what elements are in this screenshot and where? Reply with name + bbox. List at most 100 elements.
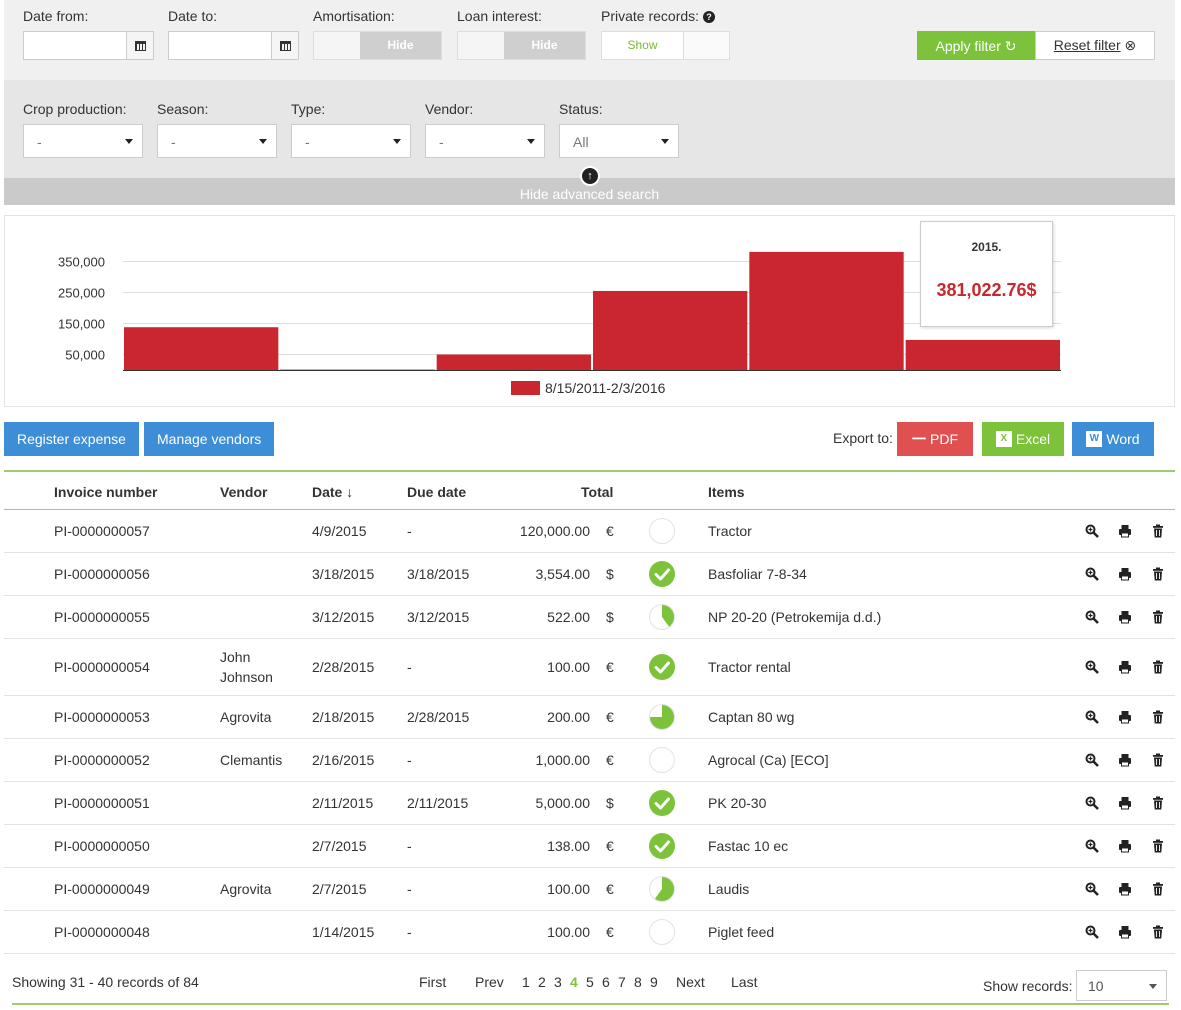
table-row[interactable]: PI-0000000048 1/14/2015 - 100.00 € Piglet fee…	[4, 911, 1175, 954]
print-icon[interactable]	[1118, 710, 1132, 724]
date-to-input[interactable]	[168, 31, 299, 60]
print-icon[interactable]	[1118, 610, 1132, 624]
word-icon: W	[1086, 431, 1103, 447]
date-from-calendar-button[interactable]	[126, 32, 153, 59]
col-invoice-number[interactable]: Invoice number	[54, 484, 158, 500]
page-link[interactable]: 5	[586, 974, 594, 990]
col-date[interactable]: Date ↓	[312, 484, 354, 500]
vendor-select[interactable]: -	[425, 124, 545, 158]
help-icon[interactable]: ?	[703, 11, 716, 23]
page-link[interactable]: 6	[602, 974, 610, 990]
invoice-date: 1/14/2015	[312, 924, 375, 940]
print-icon[interactable]	[1118, 882, 1132, 896]
arrow-up-icon[interactable]: ↑	[580, 166, 600, 186]
export-excel-button[interactable]: X Excel	[982, 422, 1064, 456]
paid-check-icon	[649, 790, 675, 816]
trash-icon[interactable]	[1151, 882, 1165, 896]
page-last-link[interactable]: Last	[731, 974, 758, 990]
table-row[interactable]: PI-0000000055 3/12/2015 3/12/2015 522.00 $ NP…	[4, 596, 1175, 639]
page-link[interactable]: 1	[522, 974, 530, 990]
col-total[interactable]: Total	[581, 484, 614, 500]
page-prev-link[interactable]: Prev	[475, 974, 504, 990]
crop-production-select[interactable]: -	[23, 124, 143, 158]
zoom-icon[interactable]	[1085, 710, 1099, 724]
apply-filter-button[interactable]: Apply filter ↻	[917, 31, 1035, 60]
show-records-select[interactable]: 10	[1076, 970, 1167, 1001]
tooltip-title: 2015.	[971, 240, 1002, 254]
zoom-icon[interactable]	[1085, 882, 1099, 896]
trash-icon[interactable]	[1151, 610, 1165, 624]
status-select[interactable]: All	[559, 124, 679, 158]
table-row[interactable]: PI-0000000049 Agrovita 2/7/2015 - 100.00 € Lau…	[4, 868, 1175, 911]
page-next-link[interactable]: Next	[676, 974, 705, 990]
row-actions	[1085, 925, 1165, 939]
date-to-label: Date to:	[168, 8, 218, 24]
crop-production-value: -	[37, 134, 42, 150]
trash-icon[interactable]	[1151, 839, 1165, 853]
vendor-name: Agrovita	[220, 881, 272, 897]
hide-advanced-search-bar[interactable]: Hide advanced search	[4, 178, 1175, 205]
date-to-calendar-button[interactable]	[271, 32, 298, 59]
export-word-button[interactable]: W Word	[1072, 422, 1154, 456]
table-row[interactable]: PI-0000000052 Clemantis 2/16/2015 - 1,000.00…	[4, 739, 1175, 782]
trash-icon[interactable]	[1151, 567, 1165, 581]
print-icon[interactable]	[1118, 753, 1132, 767]
zoom-icon[interactable]	[1085, 610, 1099, 624]
print-icon[interactable]	[1118, 925, 1132, 939]
trash-icon[interactable]	[1151, 925, 1165, 939]
paid-check-icon	[649, 654, 675, 680]
trash-icon[interactable]	[1151, 796, 1165, 810]
print-icon[interactable]	[1118, 839, 1132, 853]
zoom-icon[interactable]	[1085, 796, 1099, 810]
page-first-link[interactable]: First	[419, 974, 447, 990]
zoom-icon[interactable]	[1085, 567, 1099, 581]
print-icon[interactable]	[1118, 796, 1132, 810]
private-records-toggle[interactable]: Show	[601, 31, 730, 60]
loan-interest-label: Loan interest:	[457, 8, 542, 24]
manage-vendors-button[interactable]: Manage vendors	[144, 422, 275, 456]
page-link[interactable]: 8	[634, 974, 642, 990]
total-amount: 120,000.00	[519, 523, 590, 539]
print-icon[interactable]	[1118, 660, 1132, 674]
table-row[interactable]: PI-0000000051 2/11/2015 2/11/2015 5,000.00 $…	[4, 782, 1175, 825]
amortisation-hide-option[interactable]: Hide	[360, 32, 441, 59]
trash-icon[interactable]	[1151, 524, 1165, 538]
table-row[interactable]: PI-0000000053 Agrovita 2/18/2015 2/28/2015 2…	[4, 696, 1175, 739]
trash-icon[interactable]	[1151, 660, 1165, 674]
page-link[interactable]: 2	[538, 974, 546, 990]
zoom-icon[interactable]	[1085, 925, 1099, 939]
amortisation-toggle[interactable]: Hide	[313, 31, 442, 60]
col-vendor[interactable]: Vendor	[220, 484, 268, 500]
col-due-date[interactable]: Due date	[407, 484, 467, 500]
table-row[interactable]: PI-0000000054 John Johnson 2/28/2015 - 100.0…	[4, 639, 1175, 696]
page-link[interactable]: 3	[554, 974, 562, 990]
table-row[interactable]: PI-0000000050 2/7/2015 - 138.00 € Fastac 10 e…	[4, 825, 1175, 868]
private-records-show-option[interactable]: Show	[602, 32, 684, 59]
export-pdf-button[interactable]: ⼀ PDF	[897, 422, 973, 456]
table-row[interactable]: PI-0000000057 4/9/2015 - 120,000.00 € Tractor	[4, 510, 1175, 553]
loan-interest-hide-option[interactable]: Hide	[504, 32, 585, 59]
page-current[interactable]: 4	[570, 974, 578, 990]
loan-interest-toggle[interactable]: Hide	[457, 31, 586, 60]
hide-advanced-search-label: Hide advanced search	[519, 186, 660, 202]
trash-icon[interactable]	[1151, 753, 1165, 767]
invoice-date: 2/28/2015	[312, 659, 375, 675]
table-row[interactable]: PI-0000000056 3/18/2015 3/18/2015 3,554.00 $…	[4, 553, 1175, 596]
trash-icon[interactable]	[1151, 710, 1165, 724]
page-link[interactable]: 7	[618, 974, 626, 990]
print-icon[interactable]	[1118, 524, 1132, 538]
print-icon[interactable]	[1118, 567, 1132, 581]
date-from-input[interactable]	[23, 31, 154, 60]
zoom-icon[interactable]	[1085, 660, 1099, 674]
partial-payment-icon	[649, 876, 675, 902]
register-expense-button[interactable]: Register expense	[4, 422, 139, 456]
zoom-icon[interactable]	[1085, 524, 1099, 538]
zoom-icon[interactable]	[1085, 753, 1099, 767]
page-link[interactable]: 9	[650, 974, 658, 990]
zoom-icon[interactable]	[1085, 839, 1099, 853]
col-items[interactable]: Items	[708, 484, 745, 500]
season-select[interactable]: -	[157, 124, 277, 158]
reset-filter-button[interactable]: Reset filter ⊗	[1035, 31, 1155, 60]
type-select[interactable]: -	[291, 124, 411, 158]
y-tick-label: 250,000	[58, 286, 105, 301]
